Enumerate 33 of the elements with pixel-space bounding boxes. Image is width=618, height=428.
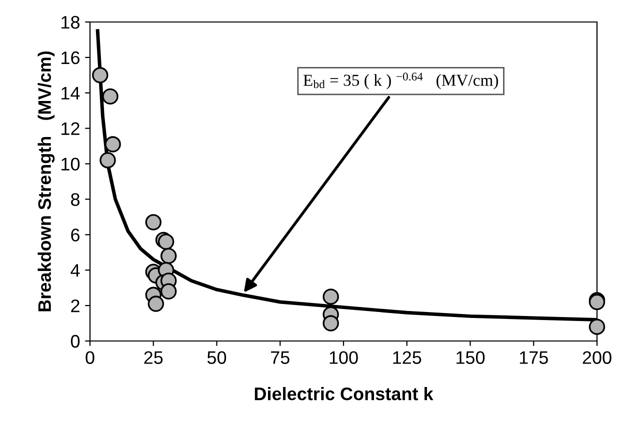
point — [145, 214, 162, 230]
y-tick-label: 0 — [70, 334, 80, 348]
y-tick-label: 6 — [71, 228, 80, 242]
x-tick-label: 100 — [330, 351, 358, 364]
x-tick-label: 200 — [582, 351, 612, 364]
y-tick-label: 10 — [62, 158, 80, 170]
point — [104, 136, 121, 152]
point — [160, 283, 177, 300]
x-tick-label: 50 — [207, 351, 226, 364]
x-tick-label: 175 — [520, 351, 548, 364]
x-tick-label: 0 — [86, 351, 94, 364]
point — [322, 315, 339, 332]
y-axis-title: Breakdown Strength (MV/cm) — [38, 51, 55, 312]
y-tick-label: 12 — [62, 122, 80, 135]
point — [160, 248, 177, 264]
point — [588, 318, 606, 335]
annotation: E$_{bd}$ = 35 ( k ) $^{−0.64}$ (MV/cm) — [303, 72, 498, 90]
y-tick-label: 2 — [71, 299, 80, 312]
y-tick-label: 18 — [62, 16, 80, 29]
point — [148, 296, 164, 312]
y-tick-label: 16 — [62, 51, 80, 64]
x-axis-title: Dielectric Constant k — [254, 387, 434, 400]
x-tick-label: 125 — [393, 351, 422, 364]
point — [92, 67, 108, 84]
x-tick-label: 75 — [271, 351, 290, 364]
y-tick-label: 14 — [62, 87, 80, 100]
x-tick-label: 150 — [456, 351, 485, 364]
y-tick-label: 4 — [70, 264, 80, 277]
x-tick-label: 25 — [144, 351, 163, 364]
point — [322, 288, 339, 305]
point — [102, 88, 118, 105]
point — [100, 152, 116, 168]
y-tick-label: 8 — [71, 193, 80, 206]
